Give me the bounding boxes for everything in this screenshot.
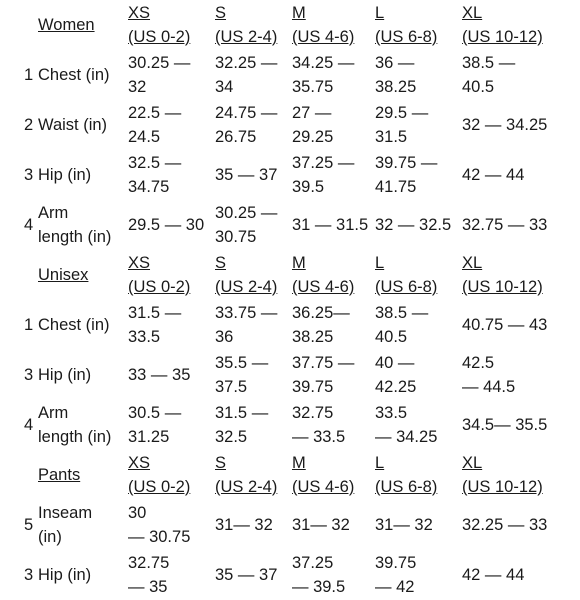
size-column-header: XL (US 10-12) xyxy=(462,4,543,46)
table-row: 4 Arm length (in) 29.5 — 30 30.25 — 30.75 31… xyxy=(0,200,580,250)
measurement-cell: 29.5 — 30 xyxy=(128,216,205,234)
measurement-cell: 27 — 29.25 xyxy=(292,104,334,146)
table-row: 2 Waist (in) 22.5 — 24.5 24.75 — 26.75 27 — … xyxy=(0,100,580,150)
measurement-cell: 32.75 — 33 xyxy=(462,216,548,234)
section-header: Women XS (US 0-2) S (US 2-4) M (US 4-6) L (U… xyxy=(0,0,580,50)
row-number: 1 xyxy=(24,66,34,84)
measurement-cell: 37.75 — 39.75 xyxy=(292,354,355,396)
measurement-cell: 42.5 — 44.5 xyxy=(462,354,516,396)
size-column-header: L (US 6-8) xyxy=(375,454,438,496)
table-row: 3 Hip (in) 33 — 35 35.5 — 37.5 37.75 — 39.75… xyxy=(0,350,580,400)
measurement-cell: 35 — 37 xyxy=(215,566,278,584)
size-column-header: M (US 4-6) xyxy=(292,4,355,46)
measurement-cell: 31 — 31.5 xyxy=(292,216,369,234)
measurement-cell: 32.75 — 35 xyxy=(128,554,170,596)
measurement-cell: 29.5 — 31.5 xyxy=(375,104,429,146)
row-label: Chest (in) xyxy=(38,316,110,334)
measurement-cell: 42 — 44 xyxy=(462,566,525,584)
size-column-header: M (US 4-6) xyxy=(292,254,355,296)
measurement-cell: 40.75 — 43 xyxy=(462,316,548,334)
row-label: Hip (in) xyxy=(38,166,92,184)
measurement-cell: 31— 32 xyxy=(215,516,273,534)
measurement-cell: 37.25 — 39.5 xyxy=(292,154,355,196)
measurement-cell: 32.75 — 33.5 xyxy=(292,404,346,446)
size-column-header: XL (US 10-12) xyxy=(462,454,543,496)
measurement-cell: 24.75 — 26.75 xyxy=(215,104,278,146)
row-number: 3 xyxy=(24,366,34,384)
row-number: 4 xyxy=(24,216,34,234)
measurement-cell: 30.25 — 30.75 xyxy=(215,204,278,246)
measurement-cell: 31.5 — 32.5 xyxy=(215,404,269,446)
measurement-cell: 32 — 32.5 xyxy=(375,216,452,234)
measurement-cell: 32.25 — 34 xyxy=(215,54,278,96)
row-number: 5 xyxy=(24,516,34,534)
row-number: 2 xyxy=(24,116,34,134)
measurement-cell: 22.5 — 24.5 xyxy=(128,104,182,146)
table-row: 3 Hip (in) 32.75 — 35 35 — 37 37.25 — 39.5 39… xyxy=(0,550,580,600)
measurement-cell: 34.25 — 35.75 xyxy=(292,54,355,96)
row-label: Waist (in) xyxy=(38,116,108,134)
table-row: 4 Arm length (in) 30.5 — 31.25 31.5 — 32.5 3… xyxy=(0,400,580,450)
measurement-cell: 30.5 — 31.25 xyxy=(128,404,182,446)
measurement-cell: 33.75 — 36 xyxy=(215,304,278,346)
measurement-cell: 31— 32 xyxy=(375,516,433,534)
section-title: Unisex xyxy=(38,266,89,284)
row-number: 3 xyxy=(24,566,34,584)
size-column-header: S (US 2-4) xyxy=(215,4,278,46)
size-column-header: XS (US 0-2) xyxy=(128,4,191,46)
measurement-cell: 35.5 — 37.5 xyxy=(215,354,269,396)
section-header: Pants XS (US 0-2) S (US 2-4) M (US 4-6) L (U… xyxy=(0,450,580,500)
measurement-cell: 31— 32 xyxy=(292,516,350,534)
measurement-cell: 42 — 44 xyxy=(462,166,525,184)
measurement-cell: 32 — 34.25 xyxy=(462,116,548,134)
size-column-header: S (US 2-4) xyxy=(215,454,278,496)
table-row: 3 Hip (in) 32.5 — 34.75 35 — 37 37.25 — 39.5… xyxy=(0,150,580,200)
size-column-header: M (US 4-6) xyxy=(292,454,355,496)
size-column-header: L (US 6-8) xyxy=(375,254,438,296)
measurement-cell: 39.75 — 42 xyxy=(375,554,417,596)
section-title: Women xyxy=(38,16,95,34)
table-row: 1 Chest (in) 30.25 — 32 32.25 — 34 34.25 — 3… xyxy=(0,50,580,100)
measurement-cell: 35 — 37 xyxy=(215,166,278,184)
measurement-cell: 32.5 — 34.75 xyxy=(128,154,182,196)
measurement-cell: 33.5 — 34.25 xyxy=(375,404,438,446)
measurement-cell: 34.5— 35.5 xyxy=(462,416,548,434)
size-column-header: L (US 6-8) xyxy=(375,4,438,46)
size-column-header: XS (US 0-2) xyxy=(128,254,191,296)
row-label: Hip (in) xyxy=(38,566,92,584)
measurement-cell: 40 — 42.25 xyxy=(375,354,417,396)
table-row: 5 Inseam (in) 30 — 30.75 31— 32 31— 32 31— 32… xyxy=(0,500,580,550)
measurement-cell: 30.25 — 32 xyxy=(128,54,191,96)
size-column-header: XL (US 10-12) xyxy=(462,254,543,296)
size-column-header: S (US 2-4) xyxy=(215,254,278,296)
measurement-cell: 37.25 — 39.5 xyxy=(292,554,346,596)
section-header: Unisex XS (US 0-2) S (US 2-4) M (US 4-6) L (… xyxy=(0,250,580,300)
row-label: Arm length (in) xyxy=(38,204,112,246)
measurement-cell: 38.5 — 40.5 xyxy=(375,304,429,346)
row-number: 1 xyxy=(24,316,34,334)
row-label: Inseam (in) xyxy=(38,504,93,546)
measurement-cell: 31.5 — 33.5 xyxy=(128,304,182,346)
section-title: Pants xyxy=(38,466,81,484)
table-row: 1 Chest (in) 31.5 — 33.5 33.75 — 36 36.25— 3… xyxy=(0,300,580,350)
measurement-cell: 30 — 30.75 xyxy=(128,504,191,546)
measurement-cell: 39.75 — 41.75 xyxy=(375,154,438,196)
measurement-cell: 36 — 38.25 xyxy=(375,54,417,96)
row-label: Chest (in) xyxy=(38,66,110,84)
row-label: Arm length (in) xyxy=(38,404,112,446)
measurement-cell: 36.25— 38.25 xyxy=(292,304,350,346)
size-column-header: XS (US 0-2) xyxy=(128,454,191,496)
row-number: 3 xyxy=(24,166,34,184)
measurement-cell: 33 — 35 xyxy=(128,366,191,384)
measurement-cell: 38.5 — 40.5 xyxy=(462,54,516,96)
measurement-cell: 32.25 — 33 xyxy=(462,516,548,534)
row-number: 4 xyxy=(24,416,34,434)
row-label: Hip (in) xyxy=(38,366,92,384)
